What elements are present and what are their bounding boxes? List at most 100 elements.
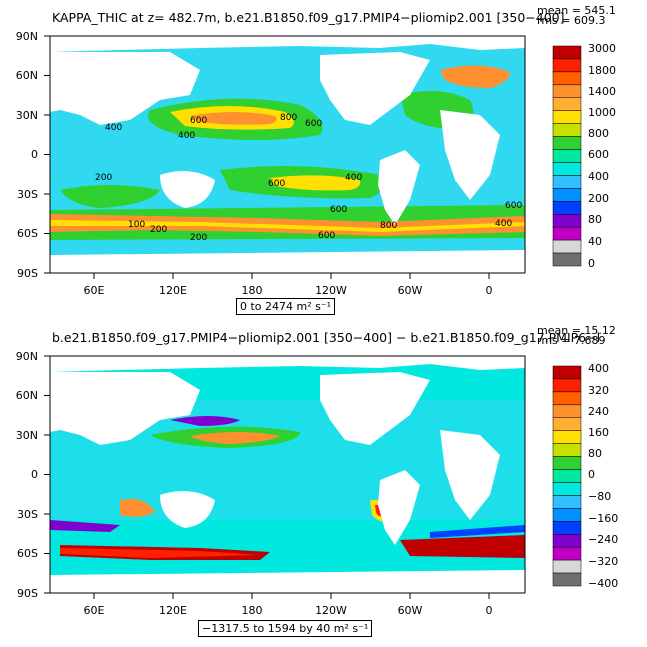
colorbar-swatch <box>552 559 582 574</box>
panel1-lon-label: 120W <box>315 284 347 297</box>
panel1-contour-label: 800 <box>280 113 297 123</box>
panel1-lat-label: 90N <box>16 30 38 43</box>
colorbar-swatch <box>552 226 582 241</box>
panel2-map: 90N 60N 30N 0 30S 60S 90S 60E 120E 180 1… <box>16 350 618 617</box>
panel2-lon-label: 120W <box>315 604 347 617</box>
panel1-land-samerica <box>378 150 420 225</box>
colorbar-swatch <box>552 136 582 150</box>
panel1-colorbar-label: 3000 <box>588 42 616 55</box>
panel1-npac-orange <box>190 112 277 125</box>
panel1-map: 90N 60N 30N 0 30S 60S 90S 60E 120E 180 1… <box>16 30 616 297</box>
colorbar-swatch <box>552 404 582 419</box>
colorbar-swatch <box>552 533 582 548</box>
colorbar-swatch <box>552 123 582 137</box>
panel2-title: b.e21.B1850.f09_g17.PMIP4−pliomip2.001 [… <box>52 331 601 345</box>
panel1-lat-label: 60N <box>16 69 38 82</box>
panel2-colorbar-label: −400 <box>588 577 618 590</box>
panel1-land-antarctica <box>50 250 525 273</box>
panel2-colorbar-label: 0 <box>588 468 595 481</box>
panel2-lon-label: 0 <box>486 604 493 617</box>
colorbar-swatch <box>552 572 582 587</box>
colorbar-swatch <box>552 508 582 522</box>
panel2-lat-label: 90S <box>17 587 38 600</box>
panel1-rms: rms = 609.3 <box>537 14 606 27</box>
panel1-contour-label: 200 <box>150 225 167 235</box>
colorbar-swatch <box>552 521 582 535</box>
panel1-natl-orange <box>440 65 510 88</box>
panel1-colorbar-label: 600 <box>588 148 609 161</box>
panel1-colorbar-label: 80 <box>588 213 602 226</box>
panel2-lat-label: 90N <box>16 350 38 363</box>
colorbar-swatch <box>552 391 582 406</box>
panel1-contour-label: 100 <box>128 220 145 230</box>
colorbar-swatch <box>552 162 582 176</box>
panel2-lon-label: 60E <box>84 604 105 617</box>
colorbar-swatch <box>552 443 582 457</box>
panel1-mean: mean = 545.1 <box>537 4 616 17</box>
panel1-land-namerica <box>320 52 430 125</box>
colorbar-swatch <box>552 213 582 228</box>
panel2-southern-red-east <box>400 535 525 558</box>
panel2-mean: mean = 15.12 <box>537 324 616 337</box>
panel2-colorbar-label: −80 <box>588 490 611 503</box>
panel2-lat-label: 30N <box>16 429 38 442</box>
panel2-npac-orange <box>190 432 280 444</box>
panel2-southern-blue <box>430 525 525 538</box>
colorbar-swatch <box>552 456 582 470</box>
panel1-lat-label: 90S <box>17 267 38 280</box>
panel2-colorbar-label: 240 <box>588 405 609 418</box>
panel2-colorbar-label: −160 <box>588 512 618 525</box>
panel1-southern-band-yellow <box>50 220 525 232</box>
colorbar-swatch <box>552 45 582 60</box>
panel1-spac-yellow <box>270 175 361 191</box>
panel1-land-arctic <box>50 36 525 52</box>
panel1-land-asia <box>50 52 200 125</box>
panel2-colorbar <box>552 365 582 587</box>
panel2-colorbar-labels: 400 320 240 160 80 0 −80 −160 −240 −320 … <box>588 362 618 590</box>
panel2-southern-red-west-inner <box>60 548 260 558</box>
panel1-colorbar-label: 400 <box>588 170 609 183</box>
panel2-colorbar-label: 160 <box>588 426 609 439</box>
panel1-contour-label: 200 <box>95 173 112 183</box>
panel1-colorbar <box>552 45 582 267</box>
colorbar-swatch <box>552 201 582 215</box>
panel1-lat-label: 60S <box>17 227 38 240</box>
colorbar-swatch <box>552 417 582 431</box>
colorbar-swatch <box>552 84 582 99</box>
panel2-colorbar-label: −240 <box>588 533 618 546</box>
panel1-lon-label: 180 <box>242 284 263 297</box>
panel1-colorbar-label: 0 <box>588 257 595 270</box>
panel2-land-africa <box>440 430 500 520</box>
colorbar-swatch <box>552 252 582 267</box>
panel1-colorbar-label: 1800 <box>588 64 616 77</box>
panel1-contour-label: 400 <box>178 131 195 141</box>
panel2-colorbar-label: 320 <box>588 384 609 397</box>
panel1-contour-label: 600 <box>318 231 335 241</box>
panel2-lat-label: 60S <box>17 547 38 560</box>
colorbar-swatch <box>552 110 582 124</box>
colorbar-swatch <box>552 469 582 483</box>
panel2-land-namerica <box>320 372 430 445</box>
panel1-lon-label: 0 <box>486 284 493 297</box>
panel2-lat-label: 60N <box>16 389 38 402</box>
panel1-contour-label: 600 <box>190 116 207 126</box>
panel2-land-asia <box>50 372 200 445</box>
colorbar-swatch <box>552 546 582 561</box>
colorbar-swatch <box>552 239 582 254</box>
panel1-title: KAPPA_THIC at z= 482.7m, b.e21.B1850.f09… <box>52 10 565 25</box>
panel1-lat-label: 0 <box>31 148 38 161</box>
colorbar-swatch <box>552 482 582 496</box>
panel2-colorbar-label: −320 <box>588 555 618 568</box>
panel1-land-africa <box>440 110 500 200</box>
panel1-contour-label: 800 <box>380 221 397 231</box>
panel2-range-box: −1317.5 to 1594 by 40 m² s⁻¹ <box>198 620 373 637</box>
panel1-contour-label: 400 <box>105 123 122 133</box>
panel1-lat-label: 30N <box>16 109 38 122</box>
panel2-indian-orange <box>120 498 155 517</box>
panel1-colorbar-label: 1000 <box>588 106 616 119</box>
panel2-colorbar-label: 80 <box>588 447 602 460</box>
panel1-lon-label: 60E <box>84 284 105 297</box>
colorbar-swatch <box>552 175 582 189</box>
colorbar-swatch <box>552 378 582 393</box>
panel1-range-box: 0 to 2474 m² s⁻¹ <box>236 298 336 315</box>
